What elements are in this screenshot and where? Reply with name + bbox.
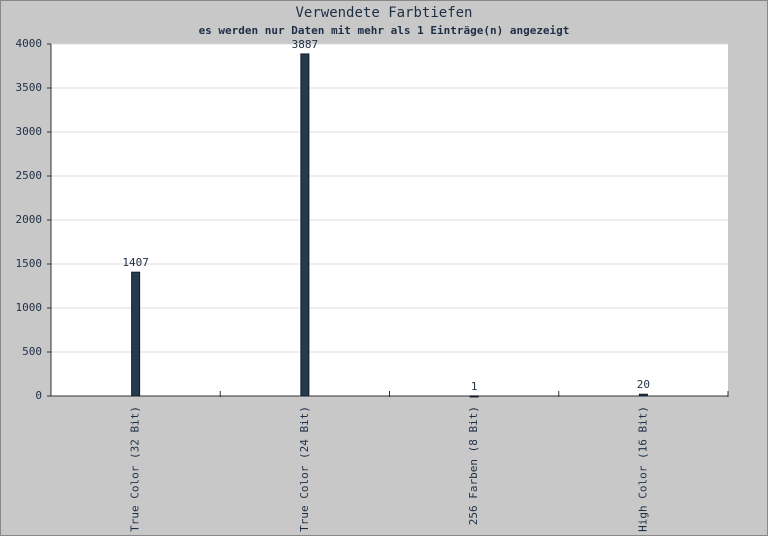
x-tick-label: True Color (24 Bit) [298,406,311,532]
bar [469,395,479,398]
y-tick-label: 500 [22,345,42,358]
y-tick-label: 2000 [16,213,43,226]
y-tick-label: 3000 [16,125,43,138]
value-label: 20 [637,378,650,391]
x-tick-label: High Color (16 Bit) [636,406,649,532]
y-tick-label: 0 [35,389,42,402]
bar [131,271,141,397]
chart-subtitle: es werden nur Daten mit mehr als 1 Eintr… [199,24,570,37]
x-tick-label: 256 Farben (8 Bit) [467,406,480,525]
value-label: 1 [471,380,478,393]
y-tick-label: 1000 [16,301,43,314]
y-tick-label: 4000 [16,37,43,50]
chart-title: Verwendete Farbtiefen [295,5,472,21]
x-tick-label: True Color (32 Bit) [129,406,142,532]
value-label: 3887 [292,38,319,51]
bar [638,393,648,397]
bar [300,53,310,397]
y-tick-label: 2500 [16,169,43,182]
value-label: 1407 [122,256,149,269]
y-tick-label: 1500 [16,257,43,270]
y-tick-label: 3500 [16,81,43,94]
